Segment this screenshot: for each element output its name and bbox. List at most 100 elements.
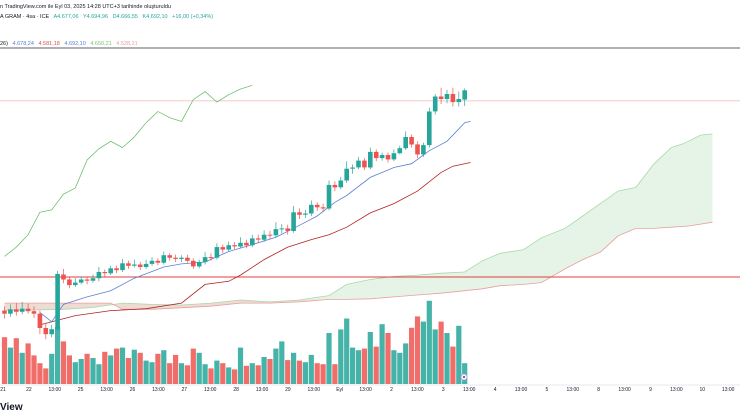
volume-bar <box>7 347 13 384</box>
candle-body <box>179 257 184 259</box>
candle-body <box>84 279 90 281</box>
kijun-sen-line <box>39 162 471 326</box>
candle-body <box>61 274 66 280</box>
time-axis-label: 13:00 <box>515 387 528 393</box>
volume-bar <box>232 369 238 384</box>
candle-body <box>344 168 349 181</box>
candle-body <box>19 308 25 312</box>
candle-body <box>226 245 231 250</box>
event-marker-dot <box>462 375 466 379</box>
volume-bar <box>462 363 468 384</box>
candle-body <box>326 184 332 209</box>
candle-body <box>291 212 296 231</box>
candle-body <box>438 96 444 99</box>
volume-bar <box>332 364 338 384</box>
candle-body <box>250 238 255 246</box>
volume-bar <box>196 352 202 384</box>
volume-bar <box>173 354 179 384</box>
volume-bar <box>450 346 456 384</box>
candle-body <box>137 264 143 267</box>
ohlc-close: K4.692,10 <box>142 14 168 20</box>
volume-bar <box>367 332 373 384</box>
volume-bar <box>226 367 232 384</box>
volume-bar <box>302 362 308 384</box>
candle-body <box>303 213 308 215</box>
volume-bar <box>273 348 279 384</box>
time-axis-label: 2 <box>390 387 393 393</box>
volume-bar <box>279 341 285 384</box>
volume-bar <box>208 368 214 384</box>
time-axis-label: 13:00 <box>308 387 321 393</box>
volume-bar <box>55 326 61 384</box>
volume-bar <box>432 329 438 384</box>
volume-bar <box>19 352 25 384</box>
candle-body <box>244 242 249 246</box>
candle-body <box>373 151 379 159</box>
volume-bar <box>361 348 367 384</box>
volume-bar <box>373 346 379 384</box>
volume-bar <box>25 343 31 384</box>
volume-bar <box>60 341 67 384</box>
volume-bar <box>296 360 303 384</box>
indicator-value: 4.581,18 <box>38 41 60 47</box>
candle-body <box>232 245 237 247</box>
volume-bar <box>320 364 326 384</box>
volume-bar <box>31 355 37 384</box>
candle-body <box>421 145 426 155</box>
candle-body <box>14 309 19 312</box>
volume-bar <box>414 316 421 384</box>
volume-bar <box>255 365 261 384</box>
volume-bar <box>214 360 220 384</box>
candle-body <box>273 229 279 236</box>
indicator-value: 4.678,24 <box>12 41 34 47</box>
volume-bar <box>37 363 43 384</box>
candle-body <box>261 234 267 240</box>
volume-bar <box>96 364 102 384</box>
candle-body <box>73 282 78 286</box>
candle-body <box>167 255 172 258</box>
candle-body <box>444 94 450 99</box>
volume-bar <box>202 364 208 384</box>
volume-bar <box>66 355 72 384</box>
candle-body <box>214 247 220 258</box>
candle-body <box>196 262 202 267</box>
volume-bar <box>190 348 196 384</box>
time-axis-label: 28 <box>233 387 239 393</box>
ichimoku-cloud <box>4 133 713 311</box>
volume-bar <box>167 363 173 384</box>
volume-bar <box>426 300 432 384</box>
time-axis-label: 29 <box>285 387 291 393</box>
volume-bar <box>261 357 267 384</box>
volume-bar <box>137 352 143 384</box>
candle-body <box>55 273 60 330</box>
time-axis-label: 25 <box>78 387 84 393</box>
volume-bar <box>285 360 291 384</box>
indicator-row: 26) 4.678,24 4.581,18 4.692,10 4.650,21 … <box>0 41 141 47</box>
candle-body <box>67 279 72 286</box>
candle-body <box>202 257 208 263</box>
indicator-prefix: 26) <box>0 41 8 47</box>
candle-body <box>255 238 261 240</box>
volume-bar <box>78 359 84 384</box>
volume-bar <box>391 350 397 384</box>
candle-body <box>238 242 243 247</box>
candle-body <box>462 90 467 100</box>
volume-bar <box>108 355 114 384</box>
time-axis-label: 13:00 <box>411 387 424 393</box>
symbol-row: A GRAM · 4sa · ICE A4.677,06 Y4.694,96 D… <box>0 14 216 20</box>
senkou-span-a-line <box>4 133 713 311</box>
volume-bar <box>444 333 450 384</box>
time-axis-label: 13:00 <box>359 387 372 393</box>
candle-body <box>132 264 137 266</box>
volume-bar <box>409 327 415 384</box>
candle-body <box>185 257 190 261</box>
volume-bar <box>149 362 155 384</box>
volume-bar <box>379 324 385 384</box>
candle-body <box>285 228 290 231</box>
candle-body <box>208 257 214 259</box>
candle-body <box>368 151 373 168</box>
candle-body <box>220 247 226 250</box>
candle-body <box>108 268 113 274</box>
volume-bar <box>125 358 131 384</box>
